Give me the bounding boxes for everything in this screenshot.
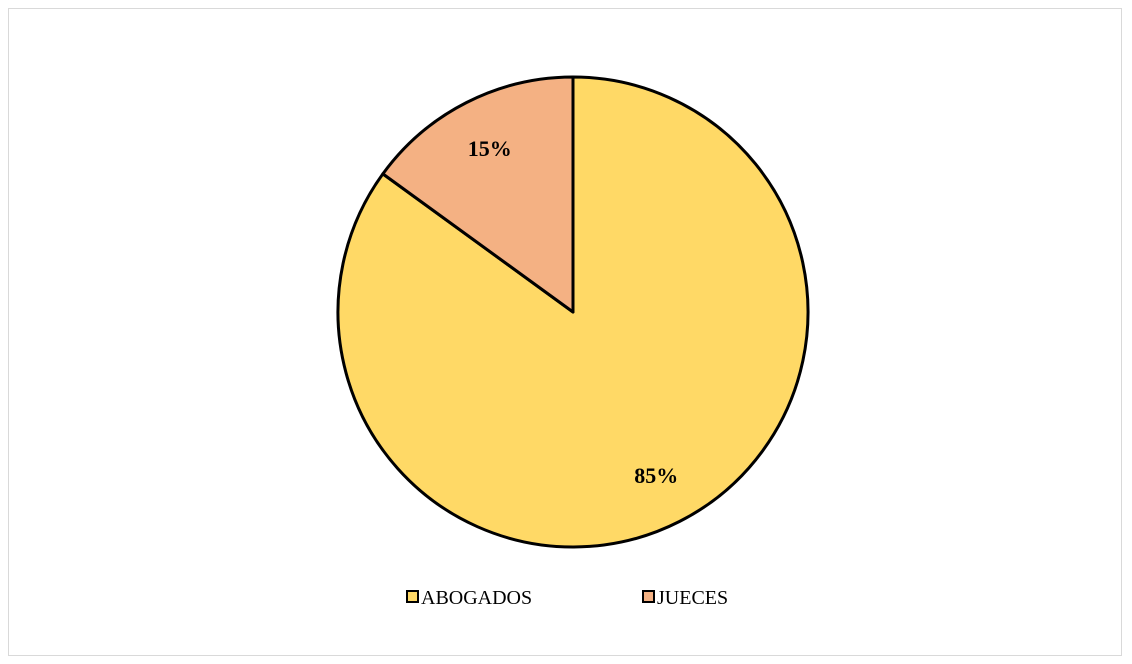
legend-label-abogados: ABOGADOS xyxy=(421,587,532,609)
legend: ABOGADOS JUECES xyxy=(406,587,728,609)
legend-swatch-abogados xyxy=(406,590,419,603)
data-label-jueces: 15% xyxy=(468,136,512,161)
legend-label-jueces: JUECES xyxy=(657,587,728,609)
pie-data-labels: 85% 15% xyxy=(468,136,678,488)
legend-swatch-jueces xyxy=(642,590,655,603)
data-label-abogados: 85% xyxy=(634,463,678,488)
pie-slices xyxy=(336,75,810,549)
pie-slice-jueces xyxy=(381,75,575,314)
